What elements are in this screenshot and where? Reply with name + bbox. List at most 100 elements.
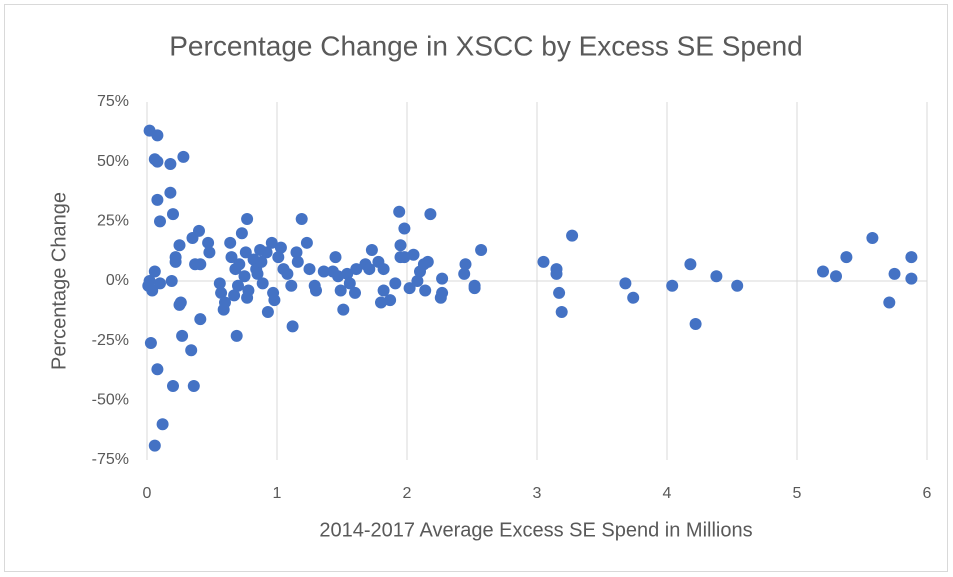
point (458, 267, 471, 280)
point (317, 265, 330, 278)
point (256, 277, 269, 290)
y-tick-label: -50% (92, 392, 129, 409)
point (329, 251, 342, 264)
point (261, 306, 274, 319)
point (436, 272, 449, 285)
point (151, 193, 164, 206)
x-tick-label: 1 (273, 485, 282, 502)
point (459, 258, 472, 271)
point (866, 232, 879, 245)
point (173, 298, 186, 311)
point (232, 279, 244, 292)
point (164, 186, 177, 199)
point (468, 279, 481, 292)
x-axis-label: 2014-2017 Average Excess SE Spend in Mil… (319, 519, 752, 541)
point (689, 317, 702, 330)
point (555, 306, 568, 319)
point (151, 363, 164, 376)
y-tick-label: 0% (106, 272, 129, 289)
point (303, 263, 316, 276)
point (213, 277, 226, 290)
point (537, 255, 550, 268)
x-tick-label: 4 (663, 485, 672, 502)
x-tick-label: 0 (143, 485, 152, 502)
point (384, 294, 397, 307)
point (389, 277, 402, 290)
point (888, 267, 901, 280)
point (434, 291, 447, 304)
point (265, 236, 278, 249)
point (411, 275, 424, 287)
point (286, 320, 299, 333)
point (375, 296, 387, 309)
point (173, 239, 186, 252)
point (398, 251, 411, 264)
point (203, 246, 216, 259)
point (225, 251, 238, 264)
point (255, 255, 268, 268)
point (177, 150, 190, 163)
point (830, 270, 842, 283)
point (233, 258, 246, 271)
x-tick-label: 5 (793, 485, 802, 502)
point (337, 303, 350, 316)
point (291, 255, 304, 268)
point (398, 222, 411, 235)
point (148, 439, 161, 452)
point (905, 251, 918, 264)
point (217, 303, 230, 316)
point (281, 267, 294, 280)
point (817, 265, 829, 278)
point (332, 270, 345, 283)
point (553, 286, 566, 299)
point (239, 246, 252, 259)
point (187, 380, 200, 393)
point (215, 286, 228, 299)
point (350, 263, 363, 276)
point (285, 279, 298, 292)
point (194, 313, 207, 326)
point (840, 251, 853, 264)
point (228, 289, 241, 302)
point (394, 239, 407, 252)
point (230, 329, 243, 342)
x-tick-label: 3 (533, 485, 542, 502)
point (883, 296, 896, 309)
point (343, 277, 356, 290)
point (154, 215, 166, 228)
point (156, 418, 169, 431)
point (419, 284, 432, 297)
chart-title: Percentage Change in XSCC by Excess SE S… (169, 30, 802, 61)
point (151, 129, 164, 142)
point (272, 251, 285, 264)
point (169, 251, 182, 264)
point (241, 212, 254, 225)
x-tick-label: 6 (923, 485, 932, 502)
point (421, 255, 434, 268)
point (627, 291, 640, 304)
y-tick-label: 25% (97, 213, 129, 230)
point (349, 286, 361, 299)
point (194, 258, 207, 271)
point (619, 277, 632, 290)
point (363, 263, 376, 276)
point (154, 277, 166, 290)
point (242, 284, 255, 297)
point (224, 236, 237, 249)
point (268, 294, 281, 307)
point (146, 284, 159, 297)
point (193, 224, 205, 237)
point (290, 246, 303, 259)
point (185, 344, 198, 357)
point (684, 258, 697, 271)
point (393, 205, 406, 218)
point (666, 279, 679, 292)
point (300, 236, 313, 249)
point (424, 208, 437, 221)
point (151, 155, 164, 168)
point (235, 227, 248, 240)
y-tick-label: -25% (92, 332, 129, 349)
point (310, 284, 322, 297)
point (341, 267, 354, 280)
y-tick-label: 50% (97, 153, 129, 170)
